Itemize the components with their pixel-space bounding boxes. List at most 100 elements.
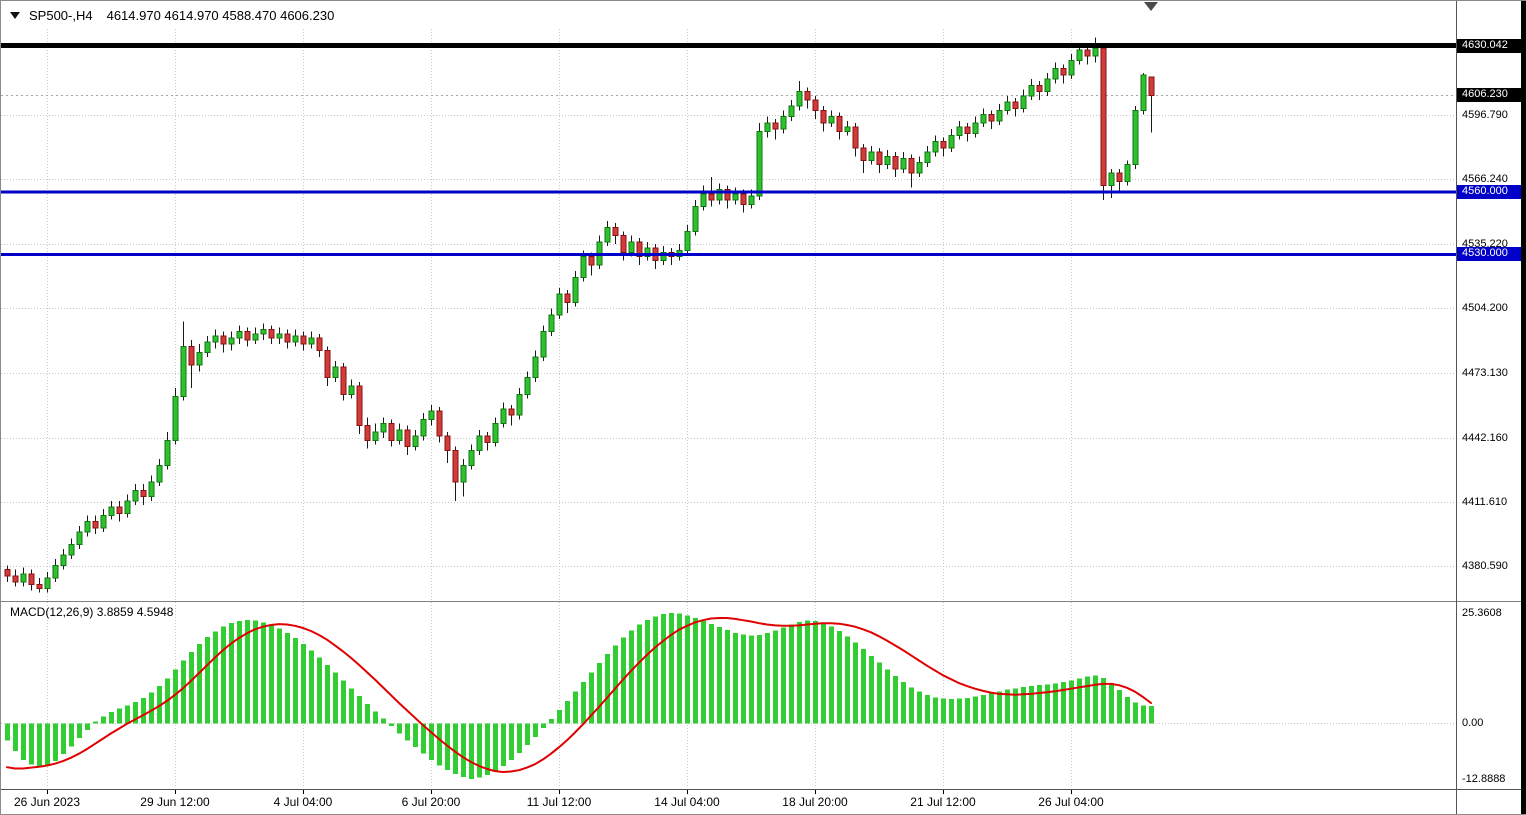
macd-histogram-bar (213, 631, 218, 724)
candle-body-up (972, 122, 979, 134)
candle-body-up (500, 408, 507, 425)
candle-body-up (924, 151, 931, 164)
macd-histogram-bar (37, 723, 42, 768)
candle-body-up (1052, 68, 1059, 80)
candle-body-up (996, 109, 1003, 122)
candle-body-down (908, 157, 915, 174)
macd-axis-label: -12.8888 (1462, 772, 1506, 785)
candle-body-up (532, 356, 539, 379)
candle-body-down (876, 151, 883, 166)
macd-histogram-bar (1101, 677, 1106, 724)
macd-histogram-bar (477, 723, 482, 778)
macd-histogram-bar (981, 694, 986, 724)
price-axis-label: 4566.240 (1462, 172, 1508, 185)
candle-body-up (692, 205, 699, 232)
candle-body-down (1100, 47, 1107, 187)
candle-body-down (820, 109, 827, 124)
candle-body-down (636, 241, 643, 258)
candle-body-up (420, 418, 427, 437)
macd-histogram-bar (205, 637, 210, 724)
candle-body-up (412, 435, 419, 448)
ohlc-values-label: 4614.970 4614.970 4588.470 4606.230 (106, 8, 335, 23)
macd-histogram-bar (661, 614, 666, 724)
candle-body-up (932, 141, 939, 153)
candle-body-down (300, 335, 307, 345)
macd-histogram-bar (389, 723, 394, 726)
candle-body-down (724, 189, 731, 201)
chart-title: SP500-,H4 4614.970 4614.970 4588.470 460… (10, 8, 334, 23)
price-axis[interactable]: 4596.790 4566.240 4535.220 4504.200 4473.130… (1457, 1, 1526, 814)
candle-body-down (740, 193, 747, 205)
time-axis-label: 6 Jul 20:00 (401, 795, 461, 809)
macd-histogram-bar (349, 688, 354, 724)
price-axis-label: 4442.160 (1462, 431, 1508, 444)
candle-body-up (716, 189, 723, 201)
candle-body-up (684, 230, 691, 251)
macd-histogram-bar (509, 723, 514, 760)
macd-histogram-bar (109, 712, 114, 724)
macd-histogram-bar (45, 723, 50, 766)
price-axis-label: 4596.790 (1462, 109, 1508, 122)
candle-body-up (196, 352, 203, 366)
macd-histogram-bar (597, 663, 602, 724)
price-axis-label: 4504.200 (1462, 302, 1508, 315)
macd-histogram-bar (605, 654, 610, 724)
candle-body-down (1084, 49, 1091, 57)
macd-histogram-bar (901, 682, 906, 724)
candle-body-down (940, 141, 947, 149)
one-click-trading-arrow-icon[interactable] (10, 12, 20, 19)
macd-indicator-label: MACD(12,26,9) 3.8859 4.5948 (10, 605, 174, 619)
candle-body-down (316, 337, 323, 351)
candle-body-up (956, 126, 963, 136)
macd-histogram-bar (437, 723, 442, 766)
macd-histogram-bar (733, 632, 738, 724)
macd-histogram-bar (1141, 705, 1146, 724)
candle-body-up (884, 155, 891, 166)
candle-body-up (1004, 101, 1011, 111)
candle-body-up (172, 395, 179, 441)
candle-body-up (124, 500, 131, 514)
macd-histogram-bar (189, 651, 194, 724)
macd-histogram-bar (565, 700, 570, 724)
candle-body-up (796, 91, 803, 107)
candle-body-up (292, 335, 299, 343)
candle-body-up (1020, 95, 1027, 109)
time-axis[interactable]: 26 Jun 2023 29 Jun 12:00 4 Jul 04:00 6 Jul … (1, 790, 1456, 814)
macd-histogram-bar (1013, 688, 1018, 724)
candle-body-down (220, 335, 227, 345)
price-axis-label: 4535.220 (1462, 237, 1508, 250)
candle-body-down (1036, 84, 1043, 93)
macd-histogram-bar (581, 682, 586, 724)
macd-histogram-bar (269, 624, 274, 724)
candle-body-up (428, 410, 435, 420)
candle-body-up (780, 116, 787, 130)
candle-body-down (804, 91, 811, 101)
candle-body-down (28, 573, 35, 585)
candle-body-down (12, 575, 19, 583)
macd-histogram-bar (637, 624, 642, 724)
macd-histogram-bar (685, 615, 690, 724)
chart-shift-marker-icon[interactable] (1144, 2, 1158, 11)
candle-body-up (916, 162, 923, 174)
macd-histogram-bar (1069, 680, 1074, 724)
candle-body-up (60, 554, 67, 567)
macd-histogram-bar (1053, 683, 1058, 724)
time-axis-label: 26 Jun 2023 (13, 795, 81, 809)
macd-histogram-bar (989, 693, 994, 724)
candle-body-up (276, 333, 283, 339)
macd-histogram-bar (629, 630, 634, 724)
candle-body-down (892, 155, 899, 170)
macd-histogram-bar (781, 627, 786, 724)
macd-histogram-bar (333, 672, 338, 724)
candle-body-up (900, 157, 907, 170)
price-axis-badge: 4606.230 (1457, 88, 1526, 103)
candle-body-down (1060, 68, 1067, 76)
candle-body-up (260, 329, 267, 335)
time-axis-label: 21 Jul 12:00 (910, 795, 976, 809)
candle-body-up (1044, 78, 1051, 93)
macd-histogram-bar (413, 723, 418, 748)
candle-body-up (1028, 84, 1035, 97)
macd-histogram-bar (741, 634, 746, 724)
candle-body-up (548, 314, 555, 333)
